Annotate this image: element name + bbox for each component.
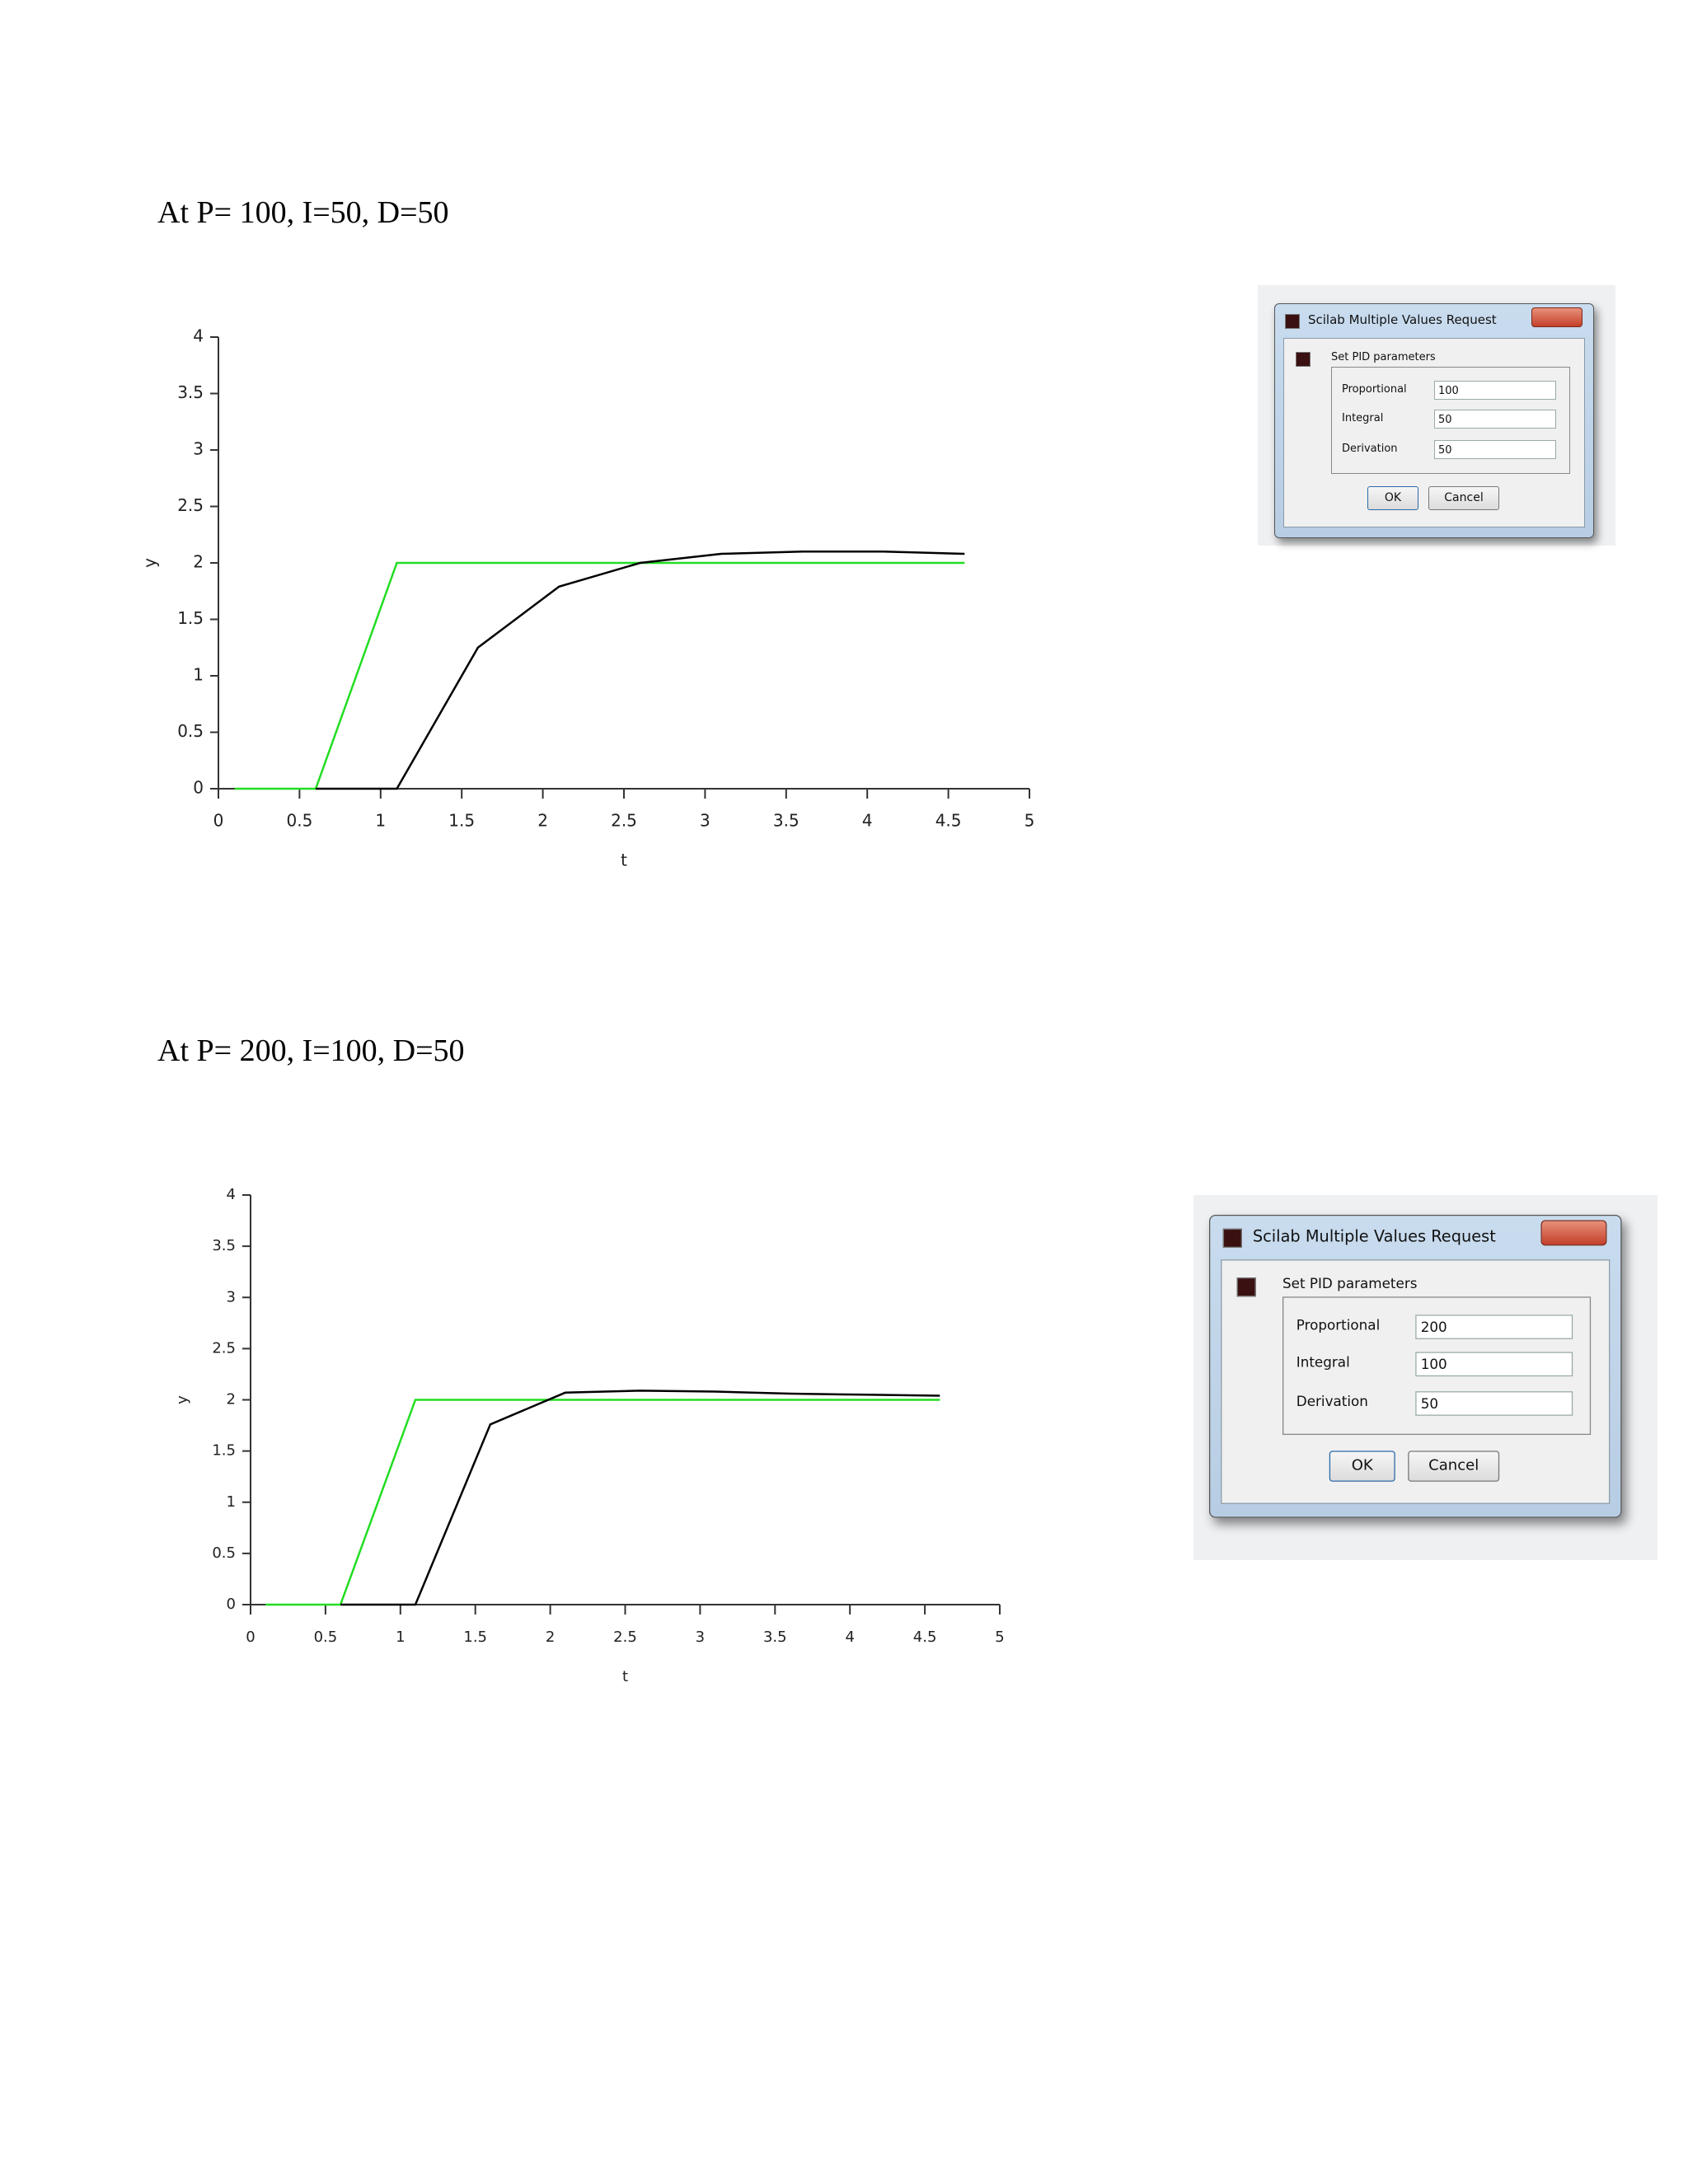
x-tick-label: 1 xyxy=(396,1629,405,1646)
x-axis-label: t xyxy=(621,851,627,870)
group-label: Set PID parameters xyxy=(1282,1276,1418,1293)
x-tick-label: 3.5 xyxy=(773,811,799,831)
ok-button[interactable]: OK xyxy=(1329,1451,1395,1482)
x-tick-label: 3 xyxy=(696,1629,705,1646)
x-tick-label: 1.5 xyxy=(448,811,475,831)
y-tick-label: 3 xyxy=(227,1288,236,1305)
series-line xyxy=(234,561,965,790)
field-label: Integral xyxy=(1296,1355,1350,1371)
y-tick-label: 0.5 xyxy=(212,1544,236,1562)
x-tick-label: 2.5 xyxy=(611,811,637,831)
x-tick-label: 3.5 xyxy=(763,1629,787,1646)
series-line xyxy=(340,1390,940,1606)
dialog-screenshot: Scilab Multiple Values Request Set PID pa… xyxy=(1193,1195,1658,1560)
x-tick-label: 4.5 xyxy=(913,1629,937,1646)
y-axis-label: y xyxy=(140,558,160,568)
series-line xyxy=(265,1399,940,1606)
field-label: Proportional xyxy=(1342,383,1407,396)
y-tick-label: 1.5 xyxy=(212,1442,236,1460)
x-tick-label: 0 xyxy=(213,811,224,831)
x-tick-label: 4 xyxy=(862,811,873,831)
heading: At P= 100, I=50, D=50 xyxy=(157,195,449,230)
x-tick-label: 5 xyxy=(1025,811,1035,831)
x-tick-label: 0.5 xyxy=(314,1629,338,1646)
ok-button[interactable]: OK xyxy=(1367,486,1418,510)
field-group xyxy=(1331,367,1570,474)
x-axis-label: t xyxy=(622,1668,628,1685)
y-tick-label: 0 xyxy=(193,778,204,798)
y-tick-label: 2 xyxy=(193,552,204,572)
close-button[interactable] xyxy=(1540,1220,1607,1246)
x-tick-label: 0 xyxy=(246,1629,255,1646)
x-tick-label: 3 xyxy=(700,811,710,831)
y-tick-label: 2.5 xyxy=(177,495,204,515)
app-icon xyxy=(1285,314,1300,329)
y-tick-label: 4 xyxy=(193,326,204,346)
heading: At P= 200, I=100, D=50 xyxy=(157,1033,465,1068)
field-input[interactable]: 200 xyxy=(1415,1315,1573,1339)
y-tick-label: 3.5 xyxy=(212,1237,236,1254)
dialog-screenshot: Scilab Multiple Values Request Set PID pa… xyxy=(1258,285,1615,546)
field-input[interactable]: 50 xyxy=(1434,410,1556,429)
close-button[interactable] xyxy=(1531,307,1582,327)
x-tick-label: 2 xyxy=(546,1629,555,1646)
app-icon xyxy=(1222,1228,1242,1248)
x-tick-label: 1 xyxy=(375,811,386,831)
dialog: Scilab Multiple Values Request Set PID pa… xyxy=(1209,1215,1622,1518)
y-tick-label: 4 xyxy=(227,1186,236,1203)
x-tick-label: 0.5 xyxy=(286,811,312,831)
x-tick-label: 2 xyxy=(537,811,548,831)
y-tick-label: 2.5 xyxy=(212,1339,236,1357)
group-icon xyxy=(1296,352,1311,367)
series-line xyxy=(316,551,965,790)
cancel-button[interactable]: Cancel xyxy=(1428,486,1499,510)
x-tick-label: 4 xyxy=(845,1629,854,1646)
dialog-title: Scilab Multiple Values Request xyxy=(1252,1226,1496,1246)
field-label: Derivation xyxy=(1342,443,1398,455)
y-tick-label: 3 xyxy=(193,439,204,459)
x-tick-label: 5 xyxy=(995,1629,1004,1646)
y-tick-label: 2 xyxy=(227,1391,236,1408)
x-tick-label: 1.5 xyxy=(463,1629,487,1646)
field-input[interactable]: 100 xyxy=(1434,381,1556,400)
y-axis-label: y xyxy=(174,1395,191,1404)
x-tick-label: 4.5 xyxy=(935,811,962,831)
field-label: Derivation xyxy=(1296,1394,1368,1411)
cancel-button[interactable]: Cancel xyxy=(1408,1451,1500,1482)
group-icon xyxy=(1236,1277,1256,1297)
group-label: Set PID parameters xyxy=(1331,351,1436,363)
y-tick-label: 1 xyxy=(193,665,204,685)
field-input[interactable]: 100 xyxy=(1415,1352,1573,1377)
y-tick-label: 1.5 xyxy=(177,608,204,628)
dialog: Scilab Multiple Values Request Set PID pa… xyxy=(1274,303,1594,538)
y-tick-label: 0 xyxy=(227,1596,236,1613)
field-group xyxy=(1282,1296,1592,1436)
y-tick-label: 0.5 xyxy=(177,721,204,741)
y-tick-label: 3.5 xyxy=(177,382,204,402)
field-label: Proportional xyxy=(1296,1318,1381,1334)
y-tick-label: 1 xyxy=(227,1493,236,1511)
field-label: Integral xyxy=(1342,412,1384,424)
field-input[interactable]: 50 xyxy=(1434,440,1556,459)
field-input[interactable]: 50 xyxy=(1415,1391,1573,1416)
x-tick-label: 2.5 xyxy=(613,1629,637,1646)
dialog-title: Scilab Multiple Values Request xyxy=(1308,312,1497,327)
